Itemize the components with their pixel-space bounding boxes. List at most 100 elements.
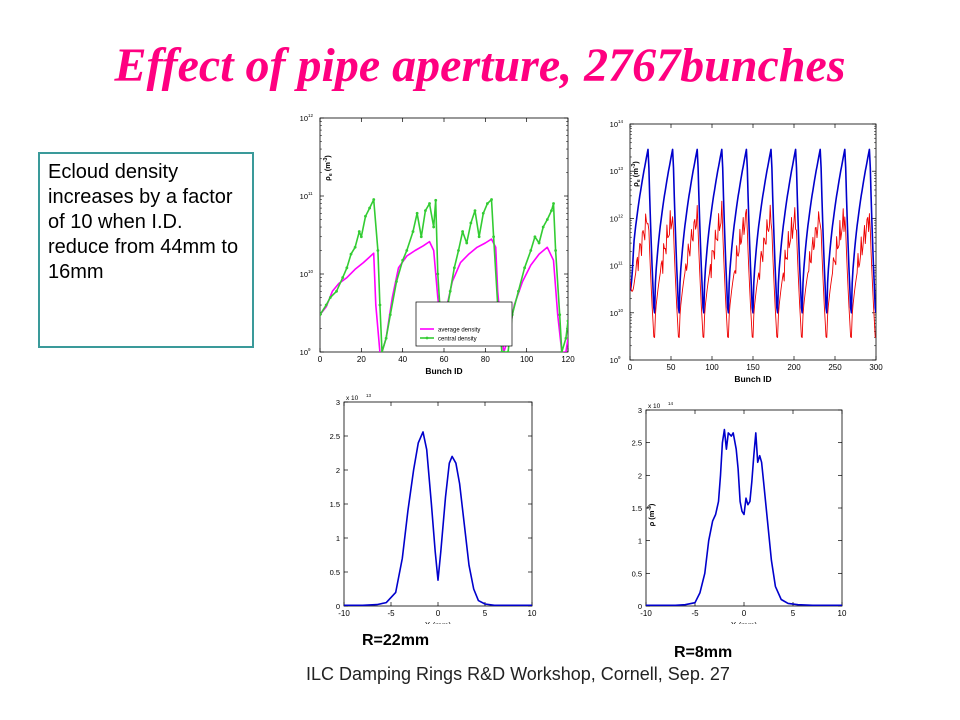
x-tick-label: 5: [483, 609, 488, 618]
data-point: [448, 289, 452, 293]
x-tick-label: 200: [787, 363, 801, 372]
y-axis-label-part: (m: [647, 510, 656, 522]
data-point: [436, 272, 440, 276]
data-point: [461, 230, 464, 233]
data-point: [477, 235, 481, 239]
x-tick-label: 5: [791, 609, 796, 618]
y-tick-label: 3: [638, 406, 642, 415]
y-axis-label-part: -3: [647, 506, 653, 511]
y-axis-label-text: ρe (m-3): [323, 155, 334, 181]
data-point: [523, 266, 526, 270]
legend-label: average density: [438, 328, 480, 334]
x-tick-label: 40: [398, 355, 407, 364]
y-axis-label-part: e: [328, 173, 334, 176]
data-point: [401, 258, 405, 262]
y-tick-exponent: 14: [618, 119, 624, 124]
x-tick-label: -5: [387, 609, 395, 618]
y-tick-exponent: 9: [618, 355, 621, 360]
y-axis-label-text: ρ (m-3): [647, 503, 656, 526]
data-point: [380, 350, 384, 352]
data-point: [328, 296, 332, 299]
data-point: [376, 249, 380, 252]
series-line-red: [630, 200, 876, 338]
data-point: [554, 249, 557, 252]
data-point: [550, 209, 553, 212]
x-tick-label: 20: [357, 355, 366, 364]
y-scale-exponent: 14: [668, 401, 674, 406]
data-point: [364, 214, 367, 218]
data-point: [405, 249, 409, 252]
x-tick-label: 250: [828, 363, 842, 372]
y-tick-label: 2.5: [330, 432, 340, 441]
x-tick-label: 0: [436, 609, 441, 618]
y-axis-label-part: ): [647, 503, 656, 506]
data-point: [533, 235, 537, 239]
y-tick-label: 0: [336, 602, 340, 611]
x-tick-label: 60: [440, 355, 449, 364]
x-axis-label: X (mm): [425, 621, 452, 624]
data-point: [388, 313, 392, 317]
y-axis-label: ρ (m-3): [647, 503, 656, 526]
data-point: [552, 202, 555, 205]
y-axis-label-part: ρ: [647, 521, 656, 526]
chart-density-vs-bunch-id-r8: 0 50 100 150 200 250 300 10 9 10 10 10 11 10 12 10 13 10 1…: [594, 114, 894, 394]
y-axis-label-part: ): [323, 155, 332, 158]
y-axis-label-part: e: [636, 179, 642, 182]
x-axis-label: Bunch ID: [425, 366, 462, 376]
y-tick-exponent: 11: [308, 191, 313, 196]
y-tick-exponent: 13: [618, 166, 624, 171]
data-point: [335, 289, 338, 293]
data-point: [415, 211, 419, 215]
data-point: [486, 202, 489, 205]
y-tick-label: 10: [610, 120, 618, 129]
x-tick-label: 50: [667, 363, 676, 372]
chart-density-profile-r8: -10 -5 0 5 10 0 0.5 1 1.5 2 2.5 3 x 10 14 X (mm) ρ (m-3…: [612, 400, 852, 624]
y-tick-label: 1.5: [632, 504, 642, 513]
y-tick-exponent: 9: [308, 347, 311, 352]
x-tick-label: 80: [481, 355, 490, 364]
data-point: [434, 198, 438, 202]
data-point: [506, 350, 510, 352]
y-axis-label-part: ): [631, 161, 640, 164]
data-point: [411, 230, 415, 233]
label-r8: R=8mm: [674, 644, 733, 661]
data-point: [492, 235, 495, 239]
y-scale-note: x 10: [648, 403, 661, 410]
data-point: [517, 289, 520, 293]
x-tick-label: -10: [640, 609, 652, 618]
x-tick-label: 300: [869, 363, 883, 372]
data-point: [424, 209, 427, 212]
y-axis-label-text: ρe (m-3): [631, 161, 642, 187]
x-tick-label: 0: [318, 355, 323, 364]
x-tick-label: 10: [838, 609, 847, 618]
x-tick-label: 10: [528, 609, 537, 618]
chart-density-profile-r22: -10 -5 0 5 10 0 0.5 1 1.5 2 2.5 3 x 10 13 X (mm): [316, 392, 544, 624]
y-tick-label: 10: [610, 167, 618, 176]
legend-marker: [425, 336, 429, 340]
y-axis-label-part: ρ: [631, 182, 640, 187]
data-point: [529, 249, 533, 252]
y-axis-label-part: -3: [631, 163, 637, 168]
y-tick-label: 10: [300, 114, 308, 123]
data-point: [566, 319, 568, 323]
series-group: [344, 431, 532, 606]
y-axis-label-part: ρ: [323, 176, 332, 181]
series-line-profile: [646, 428, 842, 606]
data-point: [541, 225, 545, 229]
legend-label: central density: [438, 337, 477, 343]
label-r22: R=22mm: [362, 632, 430, 649]
series-line-blue: [630, 148, 876, 314]
data-point: [349, 252, 353, 256]
data-point: [545, 218, 549, 221]
y-axis-label: ρe (m-3): [323, 155, 334, 181]
y-tick-label: 10: [610, 262, 618, 271]
y-tick-exponent: 12: [308, 113, 314, 118]
y-tick-label: 2.5: [632, 439, 642, 448]
x-tick-label: -10: [338, 609, 350, 618]
data-point: [341, 276, 345, 279]
data-point: [452, 266, 456, 270]
y-tick-label: 10: [610, 356, 618, 365]
y-tick-exponent: 12: [618, 213, 624, 218]
